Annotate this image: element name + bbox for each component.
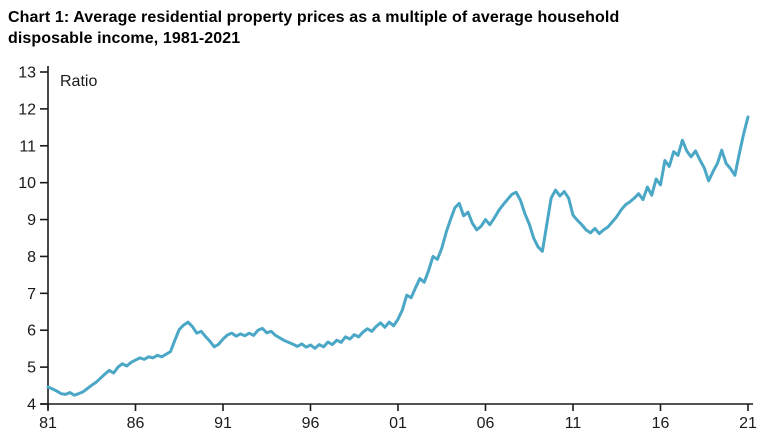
y-tick-label: 8 [27, 249, 36, 266]
y-tick-label: 6 [27, 323, 36, 340]
x-tick-label: 16 [652, 415, 670, 432]
y-tick-label: 4 [27, 397, 36, 414]
y-tick-label: 11 [19, 138, 36, 155]
chart-title: Chart 1: Average residential property pr… [8, 7, 760, 49]
x-tick-label: 81 [39, 415, 57, 432]
y-tick-label: 7 [27, 286, 36, 303]
y-tick-label: 9 [27, 212, 36, 229]
y-tick-label: 13 [18, 65, 36, 82]
x-tick-label: 91 [214, 415, 232, 432]
chart-title-line-2: disposable income, 1981-2021 [8, 30, 241, 47]
chart-title-line-1: Chart 1: Average residential property pr… [8, 9, 620, 26]
y-tick-label: 5 [27, 360, 36, 377]
x-tick-label: 01 [389, 415, 407, 432]
x-tick-label: 96 [302, 415, 320, 432]
x-tick-label: 21 [739, 415, 757, 432]
y-tick-label: 12 [18, 101, 36, 118]
price-income-ratio-line [46, 115, 750, 397]
y-axis-unit-label: Ratio [60, 73, 97, 90]
y-tick-label: 10 [18, 175, 36, 192]
x-tick-label: 06 [477, 415, 495, 432]
x-tick-label: 86 [127, 415, 145, 432]
x-tick-label: 11 [565, 415, 582, 432]
